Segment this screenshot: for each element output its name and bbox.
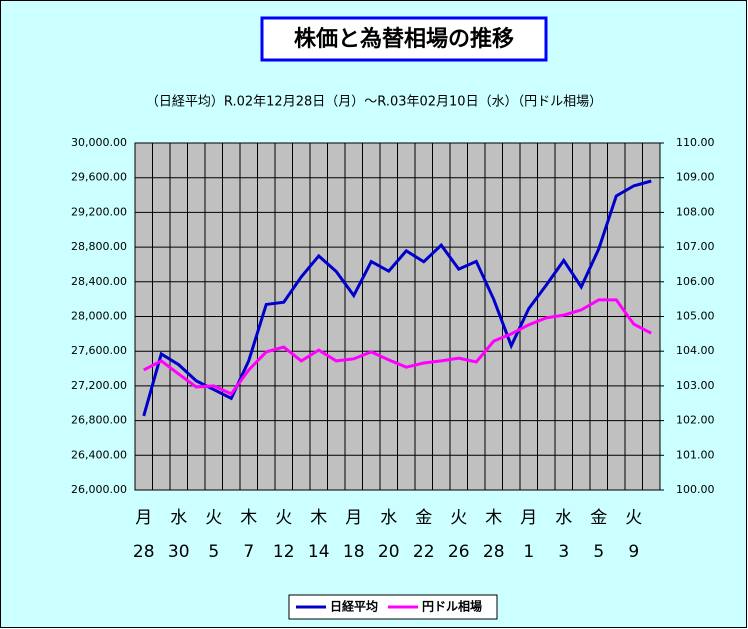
x-tick-label: 22 [413, 542, 435, 562]
x-tick-label: 26 [448, 542, 470, 562]
y-tick-label: 26,000.00 [71, 483, 127, 496]
y2-tick-label: 109.00 [676, 171, 715, 184]
y-tick-label: 28,800.00 [71, 240, 127, 253]
x-tick-label: 5 [593, 542, 604, 562]
y2-tick-label: 110.00 [676, 136, 715, 149]
y2-tick-label: 102.00 [676, 414, 715, 427]
x-weekday-label: 金 [415, 508, 432, 528]
y2-tick-label: 107.00 [676, 240, 715, 253]
x-tick-label: 3 [558, 542, 569, 562]
x-tick-label: 18 [343, 542, 365, 562]
y2-tick-label: 104.00 [676, 344, 715, 357]
title-box [260, 16, 548, 62]
y-tick-label: 26,800.00 [71, 414, 127, 427]
series-line [142, 179, 652, 417]
y-tick-label: 29,200.00 [71, 205, 127, 218]
x-weekday-label: 水 [380, 508, 397, 528]
x-weekday-label: 水 [555, 508, 572, 528]
y2-tick-label: 106.00 [676, 275, 715, 288]
x-weekday-label: 水 [170, 508, 187, 528]
y2-tick-label: 108.00 [676, 205, 715, 218]
x-weekday-label: 月 [135, 508, 152, 528]
x-tick-label: 30 [168, 542, 190, 562]
x-weekday-label: 火 [625, 508, 642, 528]
y-tick-label: 29,600.00 [71, 171, 127, 184]
y2-tick-label: 100.00 [676, 483, 715, 496]
y-tick-label: 30,000.00 [71, 136, 127, 149]
y2-tick-label: 101.00 [676, 448, 715, 461]
x-tick-label: 12 [273, 542, 295, 562]
x-weekday-label: 火 [450, 508, 467, 528]
x-tick-label: 1 [523, 542, 534, 562]
x-weekday-label: 火 [205, 508, 222, 528]
x-tick-label: 20 [378, 542, 400, 562]
x-tick-label: 9 [628, 542, 639, 562]
x-tick-label: 28 [133, 542, 155, 562]
chart-subtitle: （日経平均）R.02年12月28日（月）～R.03年02月10日（水）（円ドル相… [146, 95, 602, 110]
x-weekday-label: 月 [345, 508, 362, 528]
y2-tick-label: 103.00 [676, 379, 715, 392]
x-tick-label: 5 [208, 542, 219, 562]
y2-tick-label: 105.00 [676, 310, 715, 323]
x-tick-label: 14 [308, 542, 330, 562]
chart-title: 株価と為替相場の推移 [294, 26, 514, 52]
y-tick-label: 28,400.00 [71, 275, 127, 288]
x-weekday-label: 木 [240, 508, 257, 528]
x-tick-label: 28 [483, 542, 505, 562]
x-tick-label: 7 [243, 542, 254, 562]
legend-label: 日経平均 [330, 599, 378, 614]
y-tick-label: 27,600.00 [71, 344, 127, 357]
x-weekday-label: 木 [310, 508, 327, 528]
series-line [143, 298, 652, 396]
legend-label: 円ドル相場 [422, 599, 482, 614]
x-weekday-label: 月 [520, 508, 537, 528]
x-weekday-label: 火 [275, 508, 292, 528]
y-tick-label: 26,400.00 [71, 448, 127, 461]
y-tick-label: 27,200.00 [71, 379, 127, 392]
x-weekday-label: 木 [485, 508, 502, 528]
y-tick-label: 28,000.00 [71, 310, 127, 323]
x-weekday-label: 金 [590, 508, 607, 528]
